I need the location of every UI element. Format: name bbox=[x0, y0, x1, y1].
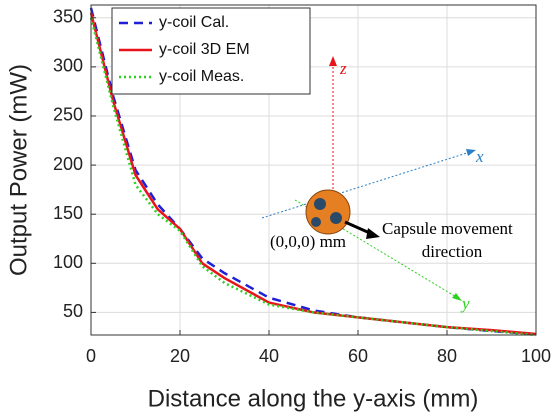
annotation: x bbox=[475, 147, 484, 166]
x-tick-label: 20 bbox=[170, 346, 190, 366]
x-arrow bbox=[261, 151, 471, 219]
annotation: (0,0,0) mm bbox=[270, 232, 346, 251]
x-arrowhead bbox=[466, 149, 476, 156]
y-tick-label: 250 bbox=[53, 105, 83, 125]
annotation: y bbox=[460, 294, 470, 313]
y-tick-label: 200 bbox=[53, 154, 83, 174]
x-tick-label: 80 bbox=[437, 346, 457, 366]
y-tick-label: 150 bbox=[53, 203, 83, 223]
capsule bbox=[305, 189, 351, 235]
plot-area bbox=[90, 4, 537, 336]
z-arrowhead bbox=[329, 56, 337, 66]
annotation: Capsule movement bbox=[382, 219, 513, 238]
series-line bbox=[89, 17, 537, 337]
y-tick-label: 100 bbox=[53, 252, 83, 272]
y-tick-label: 300 bbox=[53, 56, 83, 76]
series-line bbox=[89, 12, 537, 336]
x-axis-label: Distance along the y-axis (mm) bbox=[148, 385, 479, 412]
x-tick-label: 100 bbox=[521, 346, 551, 366]
annotation: z bbox=[339, 59, 347, 78]
capsule-coil bbox=[330, 212, 342, 224]
capsule-coil bbox=[311, 217, 321, 227]
series-group bbox=[89, 7, 537, 337]
inset-diagram: z x y (0,0,0) mm Capsule movement direct… bbox=[261, 56, 513, 313]
y-arrowhead bbox=[452, 293, 462, 301]
y-axis-label: Output Power (mW) bbox=[5, 64, 32, 276]
legend-label: y-coil Cal. bbox=[159, 14, 229, 31]
y-tick-label: 50 bbox=[63, 301, 83, 321]
movement-arrowhead bbox=[366, 228, 380, 239]
annotation: direction bbox=[422, 242, 483, 261]
capsule-coil bbox=[314, 198, 326, 210]
legend-label: y-coil 3D EM bbox=[159, 41, 250, 58]
y-tick-label: 350 bbox=[53, 7, 83, 27]
x-tick-label: 0 bbox=[86, 346, 96, 366]
x-tick-label: 60 bbox=[348, 346, 368, 366]
x-tick-label: 40 bbox=[259, 346, 279, 366]
legend-label: y-coil Meas. bbox=[159, 68, 244, 85]
